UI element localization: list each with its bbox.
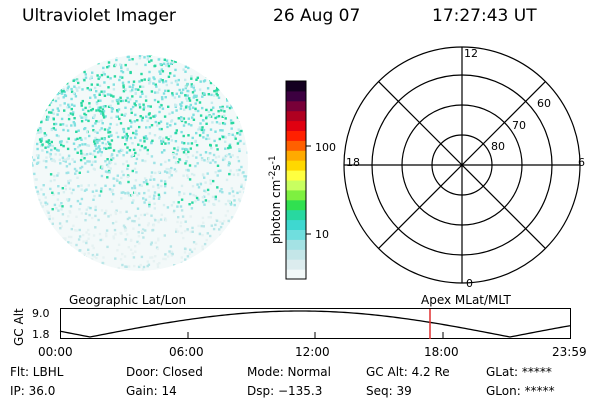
gain-info: Gain: 14	[126, 384, 177, 398]
timeline-tick-0000: 00:00	[38, 345, 73, 359]
timeline-axis-label: GC Alt	[12, 308, 26, 346]
timeline-ymax: 9.0	[32, 307, 50, 320]
polar-plot	[343, 46, 581, 284]
timeline-tick-0600: 06:00	[169, 345, 204, 359]
colorbar-tick-100: 100	[315, 141, 336, 154]
polar-label-dusk: 18	[346, 156, 360, 169]
mode-info: Mode: Normal	[247, 365, 331, 379]
glon-info: GLon: *****	[486, 384, 555, 398]
timeline-tick-1800: 18:00	[424, 345, 459, 359]
polar-label-lat60: 60	[537, 97, 551, 110]
door-info: Door: Closed	[126, 365, 203, 379]
seq-info: Seq: 39	[366, 384, 412, 398]
glat-info: GLat: *****	[486, 365, 552, 379]
colorbar-label: photon cm-2s-1	[268, 155, 283, 244]
auroral-image[interactable]	[25, 48, 255, 278]
dsp-info: Dsp: −135.3	[247, 384, 323, 398]
timeline-tick-2359: 23:59	[552, 345, 587, 359]
timeline-left-label: Geographic Lat/Lon	[69, 293, 187, 307]
timeline-right-label: Apex MLat/MLT	[421, 293, 511, 307]
timeline-ymin: 1.8	[32, 328, 50, 341]
gcalt-info: GC Alt: 4.2 Re	[366, 365, 450, 379]
polar-label-noon: 12	[464, 47, 478, 60]
ip-info: IP: 36.0	[10, 384, 56, 398]
colorbar-tick-10: 10	[315, 228, 329, 241]
colorbar	[285, 80, 311, 280]
filter-info: Flt: LBHL	[10, 365, 64, 379]
polar-label-dawn: 6	[578, 156, 585, 169]
altitude-timeline[interactable]	[59, 308, 572, 340]
time-label: 17:27:43 UT	[432, 6, 537, 26]
date-label: 26 Aug 07	[273, 6, 361, 26]
polar-label-midnight: 0	[466, 277, 473, 290]
polar-label-lat80: 80	[491, 140, 505, 153]
polar-label-lat70: 70	[512, 119, 526, 132]
instrument-title: Ultraviolet Imager	[22, 6, 176, 26]
timeline-tick-1200: 12:00	[295, 345, 330, 359]
